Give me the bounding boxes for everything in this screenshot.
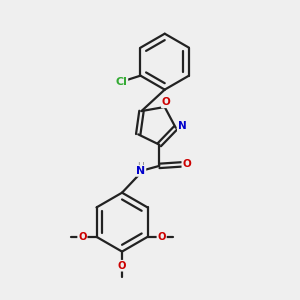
Text: O: O <box>118 261 126 271</box>
Text: O: O <box>162 97 170 107</box>
Text: O: O <box>78 232 87 242</box>
Text: O: O <box>182 159 191 169</box>
Text: Cl: Cl <box>116 76 127 86</box>
Text: N: N <box>178 121 187 131</box>
Text: O: O <box>158 232 166 242</box>
Text: H: H <box>137 162 144 171</box>
Text: N: N <box>136 166 146 176</box>
